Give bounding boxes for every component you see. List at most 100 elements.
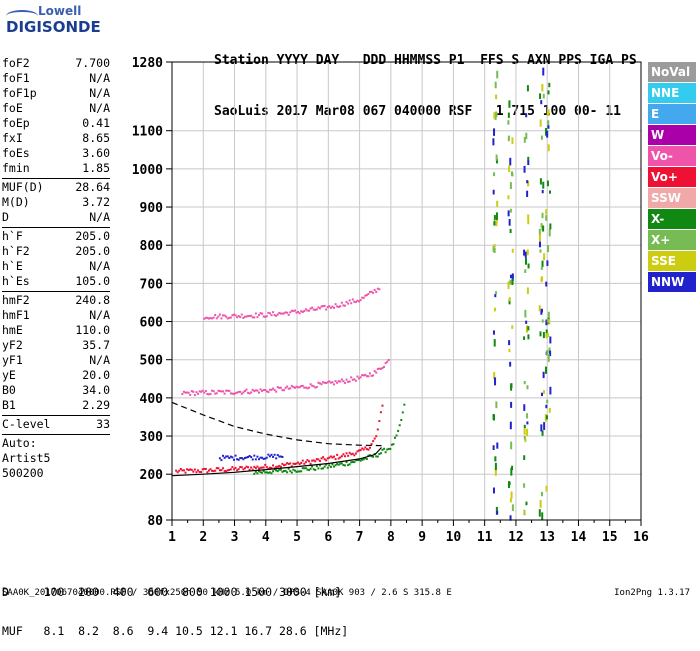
param-value: 34.0 [82,383,110,397]
echo-point [265,456,268,459]
echo-point [237,468,240,471]
echo-point [256,455,259,458]
echo-point [368,372,371,375]
param-label: MUF(D) [2,180,44,194]
echo-point [378,453,381,456]
echo-point [334,458,337,461]
echo-point [315,308,318,311]
echo-point [358,449,361,452]
echo-point [279,386,282,389]
echo-point [339,456,342,459]
interference-point [509,208,512,213]
echo-point [339,462,342,465]
interference-point [509,498,512,503]
echo-point [282,389,285,392]
interference-point [541,512,544,520]
x-tick-label: 4 [262,530,270,545]
echo-point [383,447,386,450]
param-label: B0 [2,383,16,397]
echo-point [187,391,190,394]
echo-point [400,419,403,422]
echo-point [195,471,198,474]
echo-point [362,448,365,451]
echo-point [303,310,306,313]
interference-point [509,361,512,367]
interference-point [495,94,498,100]
interference-point [548,190,551,194]
echo-point [253,472,256,475]
interference-point [541,189,544,194]
interference-point [509,515,512,521]
echo-point [329,455,332,458]
echo-point [231,456,234,459]
echo-point [308,460,311,463]
echo-point [373,288,376,291]
echo-point [197,392,200,395]
echo-point [256,389,259,392]
echo-point [181,393,184,396]
echo-point [348,451,351,454]
echo-point [236,316,239,319]
logo-lowell: Lowell [38,4,82,18]
echo-point [297,470,300,473]
interference-point [527,263,530,269]
echo-point [264,463,267,466]
interference-point [493,371,496,380]
interference-point [495,158,498,164]
echo-point [383,365,386,368]
echo-point [372,291,375,294]
x-tick-label: 11 [477,530,493,545]
echo-point [351,298,354,301]
interference-point [541,276,544,282]
echo-point [329,381,332,384]
echo-point [361,447,364,450]
echo-point [262,315,265,318]
param-value: 20.0 [82,368,110,382]
echo-point [375,290,378,293]
interference-point [538,233,541,242]
echo-point [315,385,318,388]
interference-point [545,333,548,339]
echo-point [328,380,331,383]
echo-point [329,306,332,309]
echo-point [372,440,375,443]
echo-point [376,428,379,431]
param-value: N/A [89,86,110,100]
echo-point [267,311,270,314]
x-tick-label: 10 [446,530,462,545]
interference-point [511,137,514,144]
interference-point [540,135,543,140]
param-label: foEs [2,146,30,160]
echo-point [262,457,265,460]
echo-point [281,312,284,315]
y-tick-label: 200 [140,468,164,483]
interference-point [494,456,497,462]
echo-point [359,449,362,452]
echo-point [245,388,248,391]
echo-point [312,308,315,311]
param-value: 105.0 [75,274,110,288]
echo-point [187,469,190,472]
echo-point [236,469,239,472]
param-row: foE N/A [2,101,110,116]
echo-point [287,462,290,465]
echo-point [257,391,260,394]
param-value: N/A [89,259,110,273]
interference-point [545,215,548,221]
echo-point [342,304,345,307]
echo-point [273,314,276,317]
echo-point [245,465,248,468]
echo-point [226,389,229,392]
interference-point [542,181,545,189]
echo-point [273,453,276,456]
echo-point [259,388,262,391]
echo-point [378,367,381,370]
interference-point [547,144,550,152]
echo-point [225,470,228,473]
interference-point [547,354,550,362]
echo-point [329,466,332,469]
echo-point [334,303,337,306]
echo-point [268,312,271,315]
echo-point [223,456,226,459]
echo-point [201,389,204,392]
